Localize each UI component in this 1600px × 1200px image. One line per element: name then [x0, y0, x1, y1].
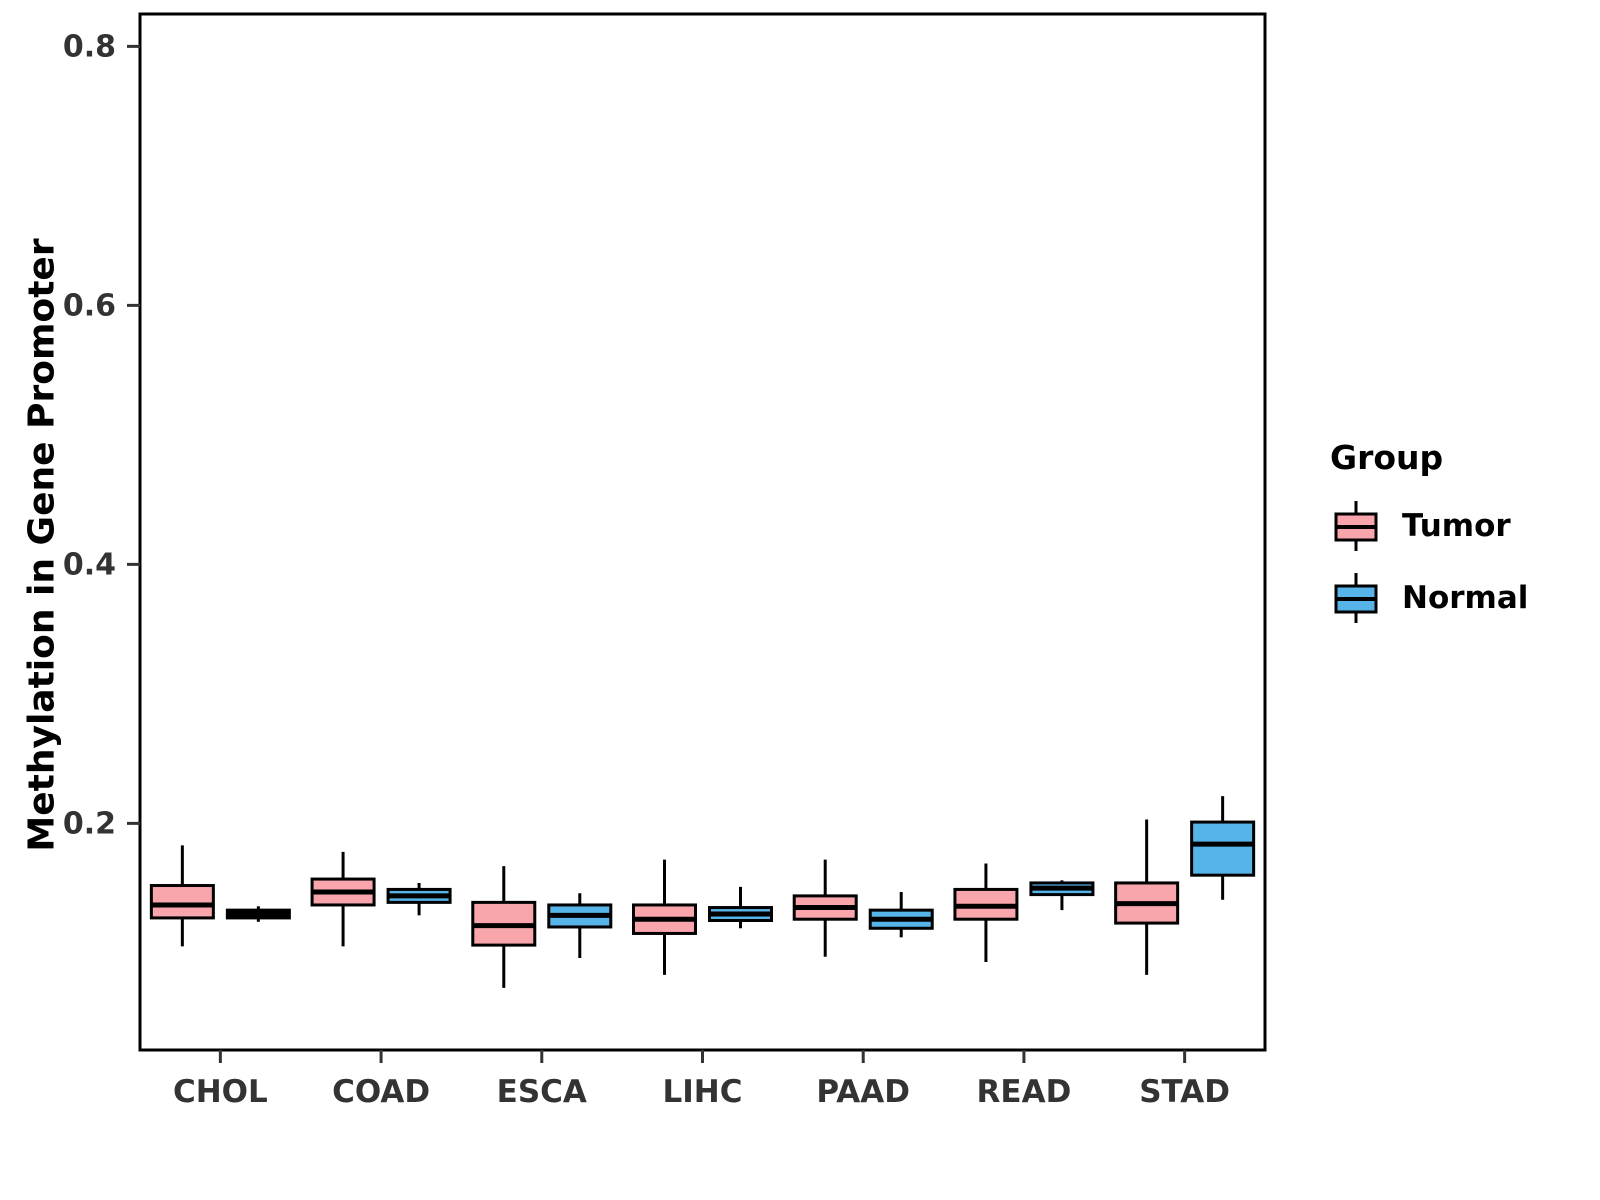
y-tick-label: 0.2 — [63, 806, 116, 841]
tumor-box — [149, 884, 215, 920]
x-tick-label: STAD — [1139, 1074, 1230, 1110]
x-tick-label: COAD — [332, 1074, 430, 1110]
legend-label-normal: Normal — [1402, 580, 1529, 616]
legend-entry-normal: Normal — [1330, 569, 1528, 627]
normal-boxplot-icon — [1334, 573, 1378, 623]
y-tick-label: 0.4 — [63, 547, 116, 582]
x-tick-label: CHOL — [173, 1074, 268, 1110]
legend-title: Group — [1330, 438, 1444, 477]
x-tick-label: PAAD — [816, 1074, 910, 1110]
y-tick-label: 0.6 — [63, 288, 116, 323]
normal-box — [1190, 820, 1256, 877]
x-tick-label: ESCA — [497, 1074, 587, 1110]
y-axis-title: Methylation in Gene Promoter — [21, 238, 63, 852]
tumor-boxplot-icon — [1334, 501, 1378, 551]
legend-label-tumor: Tumor — [1402, 508, 1511, 544]
plot-panel-border — [138, 12, 1267, 1052]
legend: Group Tumor Normal — [1330, 438, 1528, 641]
legend-entry-tumor: Tumor — [1330, 497, 1528, 555]
y-tick-label: 0.8 — [63, 29, 116, 64]
x-tick-label: READ — [977, 1074, 1072, 1110]
x-tick-label: LIHC — [663, 1074, 743, 1110]
